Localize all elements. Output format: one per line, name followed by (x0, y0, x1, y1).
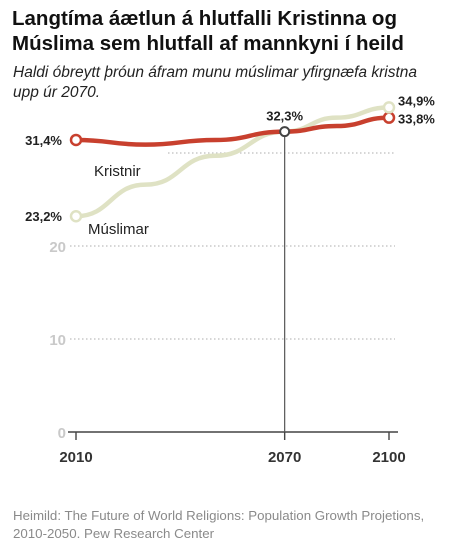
y-tick-label-10: 10 (49, 332, 66, 349)
x-tick-label-2100: 2100 (372, 449, 405, 466)
chart-subtitle: Haldi óbreytt þróun áfram munu múslimar … (13, 64, 418, 101)
series-label-muslimar: Múslimar (88, 221, 149, 238)
y-tick-label-0: 0 (58, 425, 66, 442)
point-muslimar-start (69, 209, 83, 223)
value-label-kristnir-start: 31,4% (25, 133, 62, 148)
crossover-value-label: 32,3% (266, 109, 303, 124)
point-kristnir-start (69, 133, 83, 147)
line-chart: 0 10 20 2010 2070 2100 32,3% 31,4% 23,2% 34,9% 33,… (25, 93, 435, 466)
series-line-muslimar (73, 105, 392, 219)
point-kristnir-end (382, 111, 396, 124)
chart-source: Heimild: The Future of World Religions: … (13, 508, 425, 541)
series-label-kristnir: Kristnir (94, 163, 141, 180)
value-label-kristnir-end: 33,8% (398, 112, 435, 127)
y-tick-label-20: 20 (49, 239, 66, 256)
x-tick-label-2070: 2070 (268, 449, 301, 466)
series-line-kristnir (73, 115, 392, 147)
value-label-muslimar-end: 34,9% (398, 93, 435, 108)
point-muslimar-end (382, 101, 396, 114)
chart-title: Langtíma áætlun á hlutfalli Kristinna og… (12, 7, 404, 55)
point-crossover (279, 126, 291, 138)
value-label-muslimar-start: 23,2% (25, 209, 62, 224)
x-tick-label-2010: 2010 (59, 449, 92, 466)
